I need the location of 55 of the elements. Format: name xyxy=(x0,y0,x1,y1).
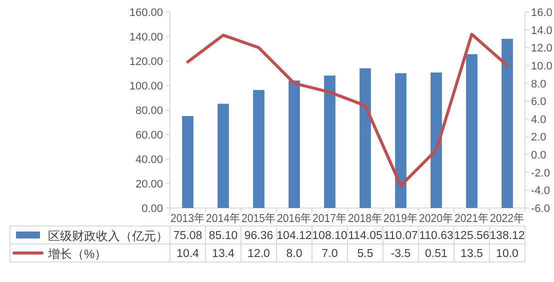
bar xyxy=(253,90,264,208)
data-label: 10.4 xyxy=(176,248,200,260)
data-label: 7.0 xyxy=(322,248,338,260)
bar xyxy=(395,73,406,208)
y2-tick-label: 12.0 xyxy=(531,42,552,55)
data-label: 0.51 xyxy=(425,248,448,260)
bar xyxy=(324,76,336,208)
bar xyxy=(288,80,300,208)
y-tick-label: 120.00 xyxy=(129,56,163,68)
data-label: 110.63 xyxy=(419,230,454,242)
data-label: 125.56 xyxy=(454,230,490,242)
y-tick-label: 0.00 xyxy=(142,203,163,215)
bar xyxy=(430,72,442,208)
y2-tick-label: 14.0 xyxy=(531,24,552,37)
line-series xyxy=(186,32,509,188)
data-label: 138.12 xyxy=(490,230,525,242)
data-label: 104.12 xyxy=(276,230,312,242)
bar xyxy=(218,104,229,208)
y2-tick-label: 4.0 xyxy=(531,114,546,126)
data-label: 75.08 xyxy=(173,230,202,242)
y2-tick-label: -6.0 xyxy=(531,203,550,215)
bar xyxy=(466,54,478,208)
y2-tick-label: 2.0 xyxy=(531,132,546,144)
y2-tick-label: -2.0 xyxy=(531,167,550,180)
data-label: 108.10 xyxy=(312,230,348,242)
legend-label: 区级财政收入（亿元） xyxy=(48,229,168,243)
data-label: -3.5 xyxy=(390,248,411,260)
data-label: 10.0 xyxy=(496,248,518,260)
bar xyxy=(182,116,194,208)
legend-label: 增长（%） xyxy=(47,247,107,261)
bar xyxy=(502,38,513,208)
y2-tick-label: 8.0 xyxy=(531,78,546,90)
y-tick-label: 40.00 xyxy=(135,154,163,166)
y-tick-label: 100.00 xyxy=(129,80,163,92)
y-tick-label: 20.00 xyxy=(135,178,163,190)
bar xyxy=(360,68,371,208)
data-label: 114.05 xyxy=(348,230,382,242)
y-tick-label: 80.00 xyxy=(135,105,163,117)
y2-tick-label: 16.0 xyxy=(531,7,552,19)
data-label: 96.36 xyxy=(244,230,274,242)
x-tick-label: 2022年 xyxy=(490,212,528,225)
y-tick-label: 140.00 xyxy=(129,32,163,44)
y2-tick-label: 6.0 xyxy=(531,96,546,108)
y-tick-label: 60.00 xyxy=(135,130,163,142)
y2-tick-label: -4.0 xyxy=(531,185,550,198)
data-label: 13.5 xyxy=(460,248,483,260)
data-label: 110.07 xyxy=(384,230,418,242)
y2-tick-label: 0.0 xyxy=(531,150,546,162)
y2-tick-label: 10.0 xyxy=(531,60,552,72)
data-label: 12.0 xyxy=(248,248,270,260)
data-label: 13.4 xyxy=(212,248,236,260)
data-label: 85.10 xyxy=(208,230,238,242)
data-label: 8.0 xyxy=(286,248,302,260)
y-tick-label: 160.00 xyxy=(129,7,163,19)
data-label: 5.5 xyxy=(357,248,374,260)
